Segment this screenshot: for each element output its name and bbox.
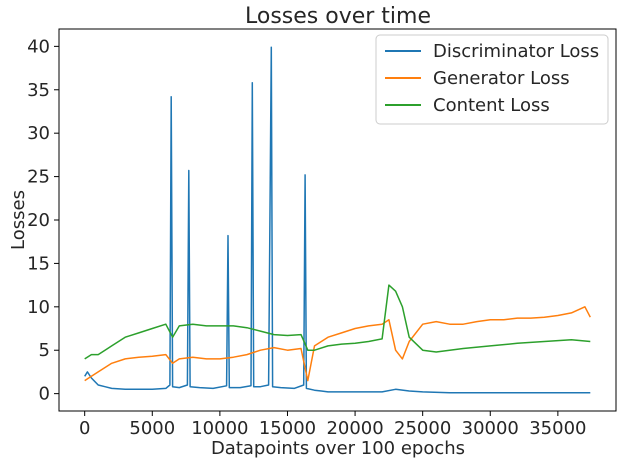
legend-label: Content Loss [433,95,550,116]
y-tick-label: 25 [27,167,50,188]
x-tick-label: 10000 [191,418,248,439]
series-line-1 [84,46,591,394]
y-tick-label: 15 [27,253,50,274]
y-tick-label: 30 [27,123,50,144]
x-axis-label: Datapoints over 100 epochs [211,438,465,459]
series-line-2 [84,306,591,382]
x-tick-label: 30000 [462,418,519,439]
y-tick-label: 5 [39,340,50,361]
y-tick-label: 0 [39,384,50,405]
series-line-3 [84,284,591,360]
y-axis: 0 5 10 15 20 25 30 35 40 [27,36,59,405]
x-tick-label: 35000 [529,418,586,439]
x-tick-label: 25000 [394,418,451,439]
x-tick-label: 15000 [259,418,316,439]
x-tick-label: 20000 [326,418,383,439]
y-tick-label: 20 [27,210,50,231]
legend-label: Generator Loss [433,68,570,89]
x-tick-label: 5000 [129,418,175,439]
y-tick-label: 10 [27,297,50,318]
x-axis: 0 5000 10000 15000 20000 25000 30000 35000 [79,411,586,439]
y-tick-label: 40 [27,36,50,57]
y-axis-label: Losses [8,190,29,250]
legend-label: Discriminator Loss [433,41,599,62]
series-layer [84,46,591,394]
legend-box [375,34,609,125]
y-tick-label: 35 [27,80,50,101]
legend: Discriminator Loss Generator Loss Content … [375,34,609,125]
x-tick-label: 0 [79,418,90,439]
chart-title: Losses over time [245,4,431,29]
